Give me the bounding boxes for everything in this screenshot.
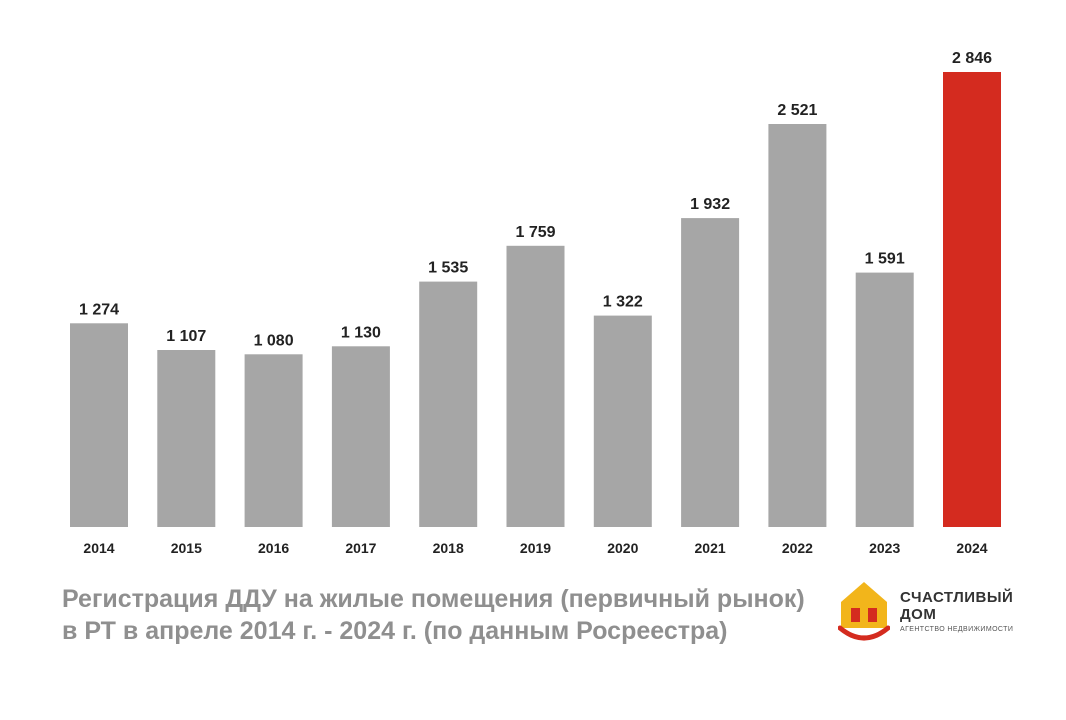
x-tick-2017: 2017: [345, 540, 376, 556]
value-labels-group: 1 274 1 107 1 080 1 130 1 535 1 759 1 322 1 932…: [79, 50, 992, 349]
bar-2018: [419, 281, 478, 527]
bar-chart: 1 274 1 107 1 080 1 130 1 535 1 759 1 322 1 932…: [70, 50, 1001, 556]
bar-2022: [768, 124, 827, 527]
value-label-2018: 1 535: [428, 260, 468, 277]
x-tick-2014: 2014: [83, 540, 114, 556]
brand-name-line-1: СЧАСТЛИВЫЙ: [900, 589, 1014, 606]
value-label-2016: 1 080: [254, 332, 294, 349]
bar-2015: [157, 350, 216, 527]
bar-2014: [70, 323, 128, 527]
x-tick-2020: 2020: [607, 540, 638, 556]
value-label-2022: 2 521: [777, 102, 817, 119]
x-tick-2022: 2022: [782, 540, 813, 556]
bar-2017: [331, 346, 390, 527]
x-tick-2016: 2016: [258, 540, 289, 556]
value-label-2019: 1 759: [515, 224, 555, 241]
value-label-2020: 1 322: [603, 294, 643, 311]
value-label-2017: 1 130: [341, 324, 381, 341]
brand-tagline: АГЕНТСТВО НЕДВИЖИМОСТИ: [900, 626, 1014, 633]
bar-2023: [855, 272, 914, 527]
x-tick-2023: 2023: [869, 540, 900, 556]
bar-2024: [943, 72, 1001, 527]
brand-name-line-2: ДОМ: [900, 606, 937, 623]
x-tick-2015: 2015: [171, 540, 202, 556]
caption-line-1: Регистрация ДДУ на жилые помещения (перв…: [62, 585, 805, 613]
x-tick-2018: 2018: [433, 540, 464, 556]
bars-group: [70, 72, 1001, 528]
house-smile-icon: [838, 582, 890, 641]
caption-line-2: в РТ в апреле 2014 г. - 2024 г. (по данн…: [62, 617, 728, 645]
brand-name: СЧАСТЛИВЫЙ ДОМ: [900, 589, 1013, 623]
value-label-2024: 2 846: [952, 50, 992, 67]
x-axis-tick-labels: 2014 2015 2016 2017 2018 2019 2020 2021 2022 2023…: [83, 540, 987, 556]
x-tick-2021: 2021: [695, 540, 726, 556]
bar-2019: [506, 245, 565, 528]
value-label-2015: 1 107: [166, 328, 206, 345]
value-label-2021: 1 932: [690, 196, 730, 213]
chart-caption: Регистрация ДДУ на жилые помещения (перв…: [62, 583, 805, 647]
brand-logo-block: СЧАСТЛИВЫЙ ДОМ АГЕНТСТВО НЕДВИЖИМОСТИ: [838, 578, 1028, 644]
value-label-2023: 1 591: [865, 251, 905, 268]
x-tick-2019: 2019: [520, 540, 551, 556]
bar-2020: [593, 315, 652, 527]
bar-2021: [681, 218, 740, 527]
x-tick-2024: 2024: [956, 540, 987, 556]
bar-2016: [244, 354, 303, 527]
value-label-2014: 1 274: [79, 301, 119, 318]
